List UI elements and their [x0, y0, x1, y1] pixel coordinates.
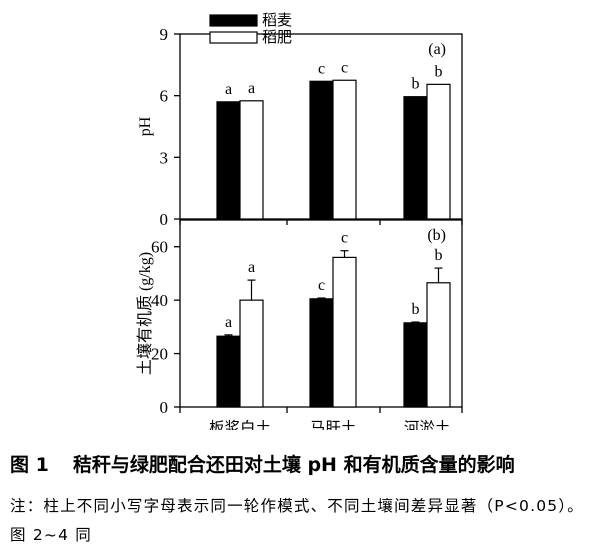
legend-swatch-daomai: [209, 14, 258, 27]
figure-note: 注：柱上不同小写字母表示同一轮作模式、不同土壤间差异显著（P<0.05）。图 2…: [10, 497, 584, 544]
significance-letter: b: [435, 247, 443, 264]
x-category-label: 河淤土: [404, 419, 451, 430]
significance-letter: c: [318, 60, 325, 77]
significance-letter: a: [248, 259, 255, 276]
significance-letter: a: [225, 81, 232, 98]
figure-caption: 图 1 秸秆与绿肥配合还田对土壤 pH 和有机质含量的影响: [10, 450, 595, 477]
legend-label: 稻麦: [262, 11, 292, 29]
y-axis-label: pH: [137, 116, 154, 136]
panel-a-ph-chart: 0 3 6 9 pH (a) a c b a c b: [137, 25, 463, 229]
x-category-label: 马肝土: [310, 419, 357, 430]
x-category-label: 板浆白土: [209, 419, 271, 430]
y-tick-label: 6: [160, 87, 169, 106]
y-tick-label: 3: [160, 148, 169, 167]
y-tick-label: 60: [151, 238, 168, 257]
significance-letter: a: [248, 80, 255, 97]
caption-title: 秸秆与绿肥配合还田对土壤 pH 和有机质含量的影响: [72, 454, 515, 476]
caption-number: 图 1: [10, 454, 49, 476]
bar-daofei: [332, 256, 357, 408]
bar-daomai: [309, 80, 334, 220]
significance-letter: b: [435, 63, 443, 80]
bar-daomai: [216, 335, 241, 408]
significance-letter: b: [412, 301, 420, 318]
bar-daofei: [239, 100, 264, 220]
bar-daomai: [309, 298, 334, 408]
y-tick-label: 9: [160, 25, 169, 44]
bar-daofei: [426, 282, 451, 408]
panel-label: (a): [428, 41, 446, 58]
legend-label: 稻肥: [262, 28, 292, 46]
bar-daofei: [332, 79, 357, 220]
bar-daomai: [403, 322, 428, 408]
panel-label: (b): [427, 227, 446, 244]
y-tick-label: 40: [151, 291, 168, 310]
legend-swatch-daofei: [209, 31, 258, 44]
y-tick-label: 0: [160, 398, 169, 417]
y-axis-label: 土壤有机质 (g/kg): [135, 252, 154, 375]
y-tick-label: 20: [151, 345, 168, 364]
significance-letter: c: [341, 59, 348, 76]
significance-letter: a: [225, 314, 232, 331]
significance-letter: b: [412, 76, 420, 93]
bar-daomai: [403, 96, 428, 220]
y-tick-label: 0: [160, 210, 169, 229]
bar-daomai: [216, 101, 241, 220]
bar-daofei: [239, 299, 264, 408]
bar-daofei: [426, 83, 451, 220]
significance-letter: c: [341, 230, 348, 247]
significance-letter: c: [318, 277, 325, 294]
